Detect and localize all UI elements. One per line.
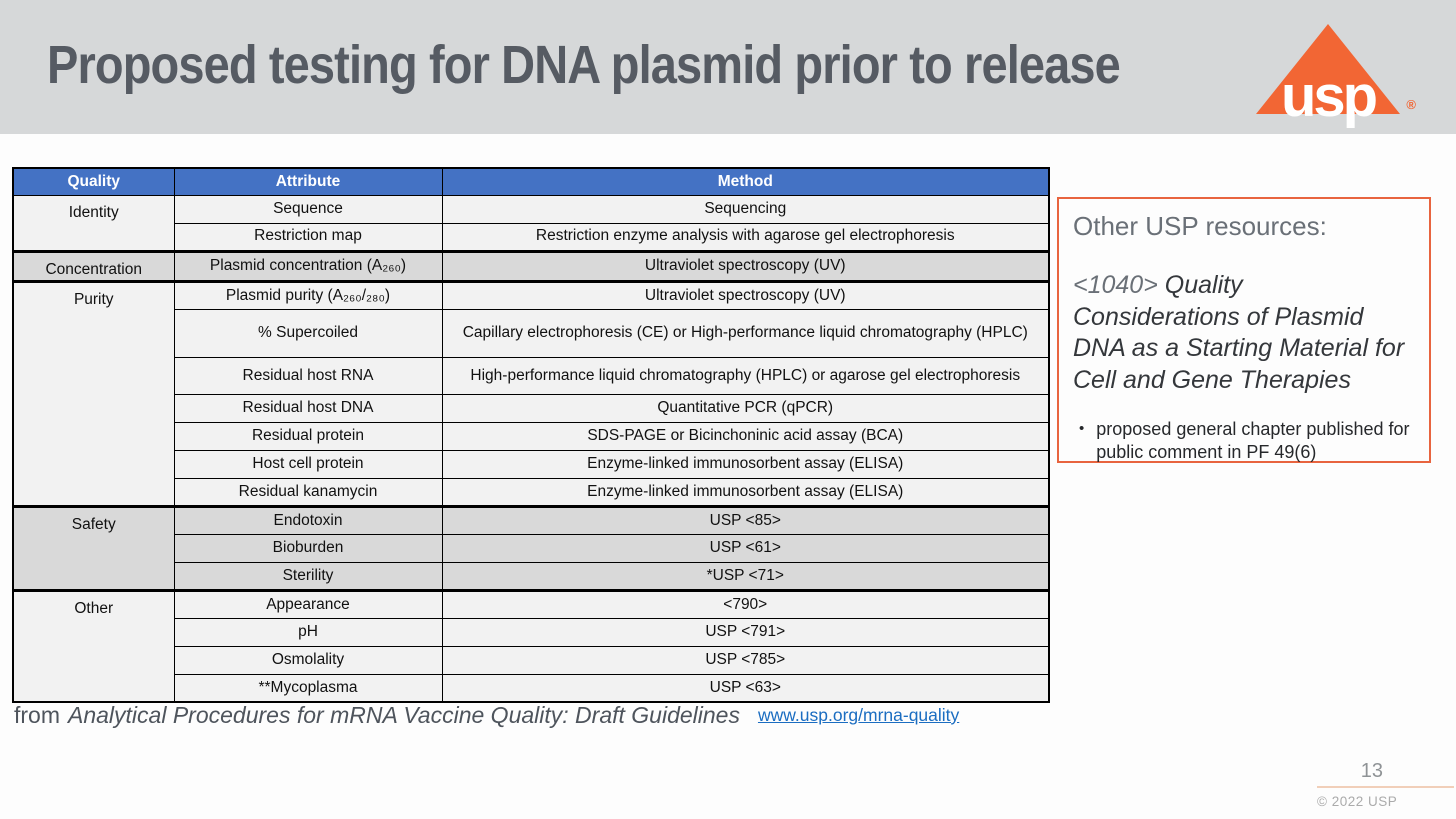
- footer-divider: [1317, 786, 1454, 788]
- attribute-cell: Osmolality: [173, 645, 443, 675]
- method-cell: *USP <71>: [441, 561, 1050, 591]
- method-cell: USP <791>: [441, 617, 1050, 647]
- table-row: % Supercoiled Capillary electrophoresis …: [13, 308, 1050, 358]
- method-cell: USP <785>: [441, 645, 1050, 675]
- quality-cell-identity: Identity: [12, 194, 175, 252]
- table-row: Host cell protein Enzyme-linked immunoso…: [13, 449, 1050, 479]
- table-row: Bioburden USP <61>: [13, 533, 1050, 563]
- table-row: Residual host RNA High-performance liqui…: [13, 356, 1050, 395]
- attribute-cell: Residual host DNA: [173, 393, 443, 423]
- method-cell: <790>: [441, 588, 1050, 619]
- mrna-quality-link[interactable]: www.usp.org/mrna-quality: [757, 705, 960, 725]
- method-cell: USP <63>: [441, 673, 1050, 703]
- table-row: Residual kanamycin Enzyme-linked immunos…: [13, 477, 1050, 507]
- attribute-cell: Residual host RNA: [173, 356, 443, 395]
- attribute-cell: **Mycoplasma: [173, 673, 443, 703]
- other-usp-resources-box: Other USP resources: <1040> Quality Cons…: [1057, 197, 1431, 463]
- table-row: Residual protein SDS-PAGE or Bicinchonin…: [13, 421, 1050, 451]
- method-cell: USP <61>: [441, 533, 1050, 563]
- resource-title: Quality Considerations of Plasmid DNA as…: [1073, 271, 1405, 394]
- table-row: Concentration Plasmid concentration (A₂₆…: [12, 249, 1050, 282]
- quality-cell-other: Other: [12, 588, 175, 703]
- column-header-attribute: Attribute: [173, 167, 443, 196]
- method-cell: High-performance liquid chromatography (…: [441, 356, 1050, 395]
- method-cell: Quantitative PCR (qPCR): [441, 393, 1050, 423]
- attribute-cell: Plasmid concentration (A₂₆₀): [173, 249, 443, 282]
- attribute-cell: Sequence: [173, 194, 443, 224]
- page-number: 13: [1360, 760, 1383, 782]
- method-cell: Enzyme-linked immunosorbent assay (ELISA…: [441, 449, 1050, 479]
- usp-logo-text: usp: [1280, 64, 1378, 129]
- attribute-cell: Residual protein: [173, 421, 443, 451]
- caption-source-title: Analytical Procedures for mRNA Vaccine Q…: [68, 702, 740, 728]
- method-cell: Restriction enzyme analysis with agarose…: [441, 222, 1050, 252]
- quality-cell-concentration: Concentration: [12, 249, 175, 282]
- column-header-method: Method: [441, 167, 1050, 196]
- bullet-marker-icon: •: [1079, 420, 1085, 437]
- method-cell: USP <85>: [441, 504, 1050, 535]
- bullet-text: proposed general chapter published for p…: [1096, 419, 1410, 462]
- method-cell: Enzyme-linked immunosorbent assay (ELISA…: [441, 477, 1050, 507]
- attribute-cell: Endotoxin: [173, 504, 443, 535]
- slide-footer: 13 © 2022 USP: [1317, 760, 1454, 809]
- method-cell: SDS-PAGE or Bicinchoninic acid assay (BC…: [441, 421, 1050, 451]
- table-header-row: Quality Attribute Method: [12, 167, 1050, 196]
- attribute-cell: Restriction map: [173, 222, 443, 252]
- attribute-cell: pH: [173, 617, 443, 647]
- attribute-cell: Appearance: [173, 588, 443, 619]
- resources-heading: Other USP resources:: [1073, 211, 1327, 241]
- method-cell: Ultraviolet spectroscopy (UV): [441, 279, 1050, 310]
- chapter-number: <1040>: [1073, 271, 1158, 299]
- table-row: Other Appearance <790>: [12, 588, 1050, 703]
- table-row: Purity Plasmid purity (A₂₆₀/₂₈₀) Ultravi…: [12, 279, 1050, 507]
- registered-trademark-icon: ®: [1406, 97, 1416, 112]
- method-cell: Sequencing: [441, 194, 1050, 224]
- attribute-cell: Host cell protein: [173, 449, 443, 479]
- attribute-cell: % Supercoiled: [173, 308, 443, 358]
- quality-cell-safety: Safety: [12, 504, 175, 591]
- table-row: Identity Sequence Sequencing: [12, 194, 1050, 252]
- table-row: Restriction map Restriction enzyme analy…: [13, 222, 1050, 252]
- page-title: Proposed testing for DNA plasmid prior t…: [47, 35, 1121, 95]
- source-caption: from Analytical Procedures for mRNA Vacci…: [14, 702, 959, 729]
- method-cell: Ultraviolet spectroscopy (UV): [441, 249, 1050, 282]
- column-header-quality: Quality: [12, 167, 175, 196]
- caption-prefix: from: [14, 702, 60, 728]
- bullet-item: • proposed general chapter published for…: [1073, 418, 1411, 463]
- attribute-cell: Plasmid purity (A₂₆₀/₂₈₀): [173, 279, 443, 310]
- title-banner: Proposed testing for DNA plasmid prior t…: [0, 0, 1456, 134]
- attribute-cell: Sterility: [173, 561, 443, 591]
- attribute-cell: Residual kanamycin: [173, 477, 443, 507]
- attribute-cell: Bioburden: [173, 533, 443, 563]
- plasmid-testing-table: Quality Attribute Method Identity Sequen…: [12, 167, 1050, 704]
- table-row: Residual host DNA Quantitative PCR (qPCR…: [13, 393, 1050, 423]
- quality-cell-purity: Purity: [12, 279, 175, 507]
- table-row: Sterility *USP <71>: [13, 561, 1050, 591]
- table-row: Safety Endotoxin USP <85>: [12, 504, 1050, 591]
- table-row: **Mycoplasma USP <63>: [13, 673, 1050, 703]
- copyright-text: © 2022 USP: [1317, 794, 1398, 809]
- resource-reference: <1040> Quality Considerations of Plasmid…: [1073, 270, 1411, 396]
- method-cell: Capillary electrophoresis (CE) or High-p…: [441, 308, 1050, 358]
- usp-logo: usp ®: [1256, 24, 1416, 129]
